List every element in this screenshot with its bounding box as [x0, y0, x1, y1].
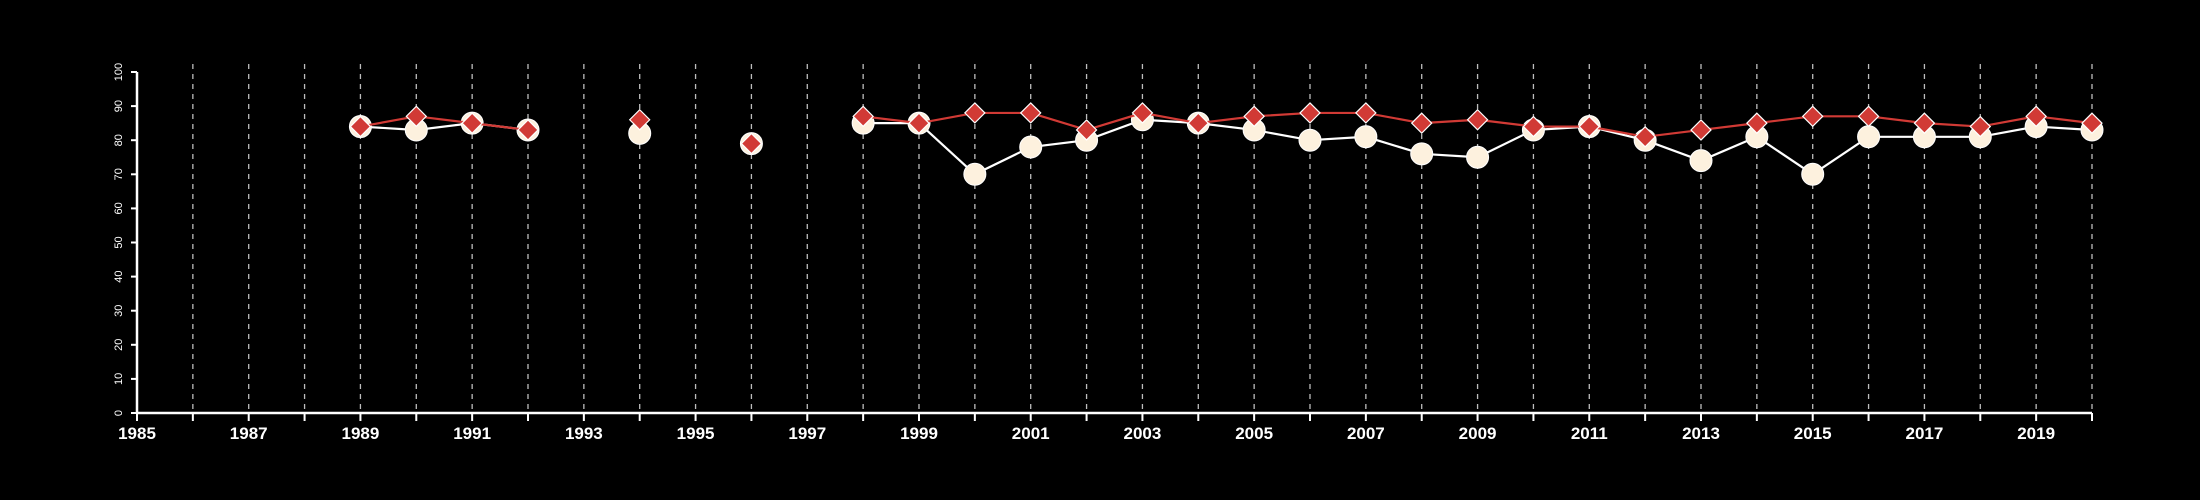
- y-axis-ticks: 0 10 20 30 40 50 60 70 80 90 100: [113, 63, 137, 416]
- data-point-diamond: [1299, 102, 1321, 124]
- series-diamonds: [349, 102, 2103, 155]
- data-point-diamond: [1969, 115, 1992, 138]
- data-point-diamond: [1466, 108, 1489, 131]
- data-point-diamond: [2025, 105, 2047, 128]
- x-tick-label: 2017: [1906, 424, 1944, 443]
- x-tick-label: 1993: [565, 424, 603, 443]
- data-point-circle: [1801, 162, 1825, 186]
- data-point-circle: [1019, 135, 1043, 159]
- x-tick-label: 1991: [453, 424, 491, 443]
- y-tick-label: 10: [113, 373, 125, 385]
- data-point-diamond: [1857, 105, 1880, 128]
- data-point-diamond: [908, 112, 930, 134]
- data-point-diamond: [1187, 112, 1210, 134]
- data-point-diamond: [852, 105, 874, 128]
- data-point-diamond: [1075, 119, 1098, 141]
- data-point-diamond: [628, 108, 651, 131]
- data-point-diamond: [1634, 125, 1656, 148]
- y-tick-label: 20: [113, 339, 125, 351]
- x-tick-label: 2019: [2017, 424, 2055, 443]
- data-point-diamond: [2081, 112, 2103, 134]
- x-tick-label: 1989: [342, 424, 380, 443]
- data-point-circle: [1857, 125, 1881, 149]
- x-axis-ticks: 1985 1987 1989 1991 1993 1995 1997 1999 2001 2003…: [118, 413, 2093, 443]
- y-tick-label: 0: [113, 410, 125, 416]
- y-tick-label: 60: [113, 202, 125, 214]
- x-tick-label: 2001: [1012, 424, 1050, 443]
- data-point-diamond: [1522, 115, 1545, 138]
- x-tick-label: 1985: [118, 424, 156, 443]
- y-tick-label: 80: [113, 134, 125, 146]
- data-point-circle: [1354, 125, 1378, 149]
- data-point-diamond: [1019, 102, 1042, 124]
- vertical-gridlines: [192, 64, 2093, 413]
- x-tick-label: 2005: [1235, 424, 1273, 443]
- axes: [135, 72, 2092, 415]
- data-point-circle: [1689, 149, 1713, 173]
- y-tick-label: 30: [113, 305, 125, 317]
- data-point-diamond: [1690, 119, 1712, 141]
- y-tick-label: 40: [113, 270, 125, 282]
- data-point-diamond: [1578, 115, 1601, 138]
- data-point-circle: [963, 162, 987, 186]
- y-tick-label: 100: [113, 63, 125, 81]
- y-tick-label: 70: [113, 168, 125, 180]
- x-tick-label: 1999: [900, 424, 938, 443]
- x-tick-label: 2015: [1794, 424, 1832, 443]
- data-point-diamond: [1913, 112, 1936, 134]
- data-point-diamond: [1243, 105, 1265, 128]
- x-tick-label: 2003: [1124, 424, 1162, 443]
- data-series: [348, 102, 2104, 186]
- data-point-diamond: [405, 105, 428, 128]
- x-tick-label: 1995: [677, 424, 715, 443]
- data-point-diamond: [1801, 105, 1824, 128]
- data-point-diamond: [964, 102, 986, 124]
- data-point-diamond: [1355, 102, 1377, 124]
- data-point-diamond: [1131, 102, 1154, 124]
- series-line: [360, 115, 529, 132]
- y-tick-label: 50: [113, 236, 125, 248]
- data-point-diamond: [740, 132, 763, 155]
- data-point-circle: [1298, 128, 1322, 152]
- data-point-circle: [1410, 142, 1434, 166]
- x-tick-label: 2011: [1571, 424, 1608, 443]
- y-tick-label: 90: [113, 100, 125, 112]
- data-point-diamond: [349, 115, 372, 138]
- data-point-diamond: [517, 119, 539, 141]
- data-point-diamond: [1410, 112, 1433, 134]
- data-point-circle: [1466, 145, 1490, 169]
- x-tick-label: 1987: [230, 424, 268, 443]
- x-tick-label: 2013: [1682, 424, 1720, 443]
- x-tick-label: 2009: [1459, 424, 1497, 443]
- x-tick-label: 1997: [788, 424, 826, 443]
- x-tick-label: 2007: [1347, 424, 1385, 443]
- data-point-diamond: [461, 112, 483, 134]
- data-point-diamond: [1746, 112, 1768, 134]
